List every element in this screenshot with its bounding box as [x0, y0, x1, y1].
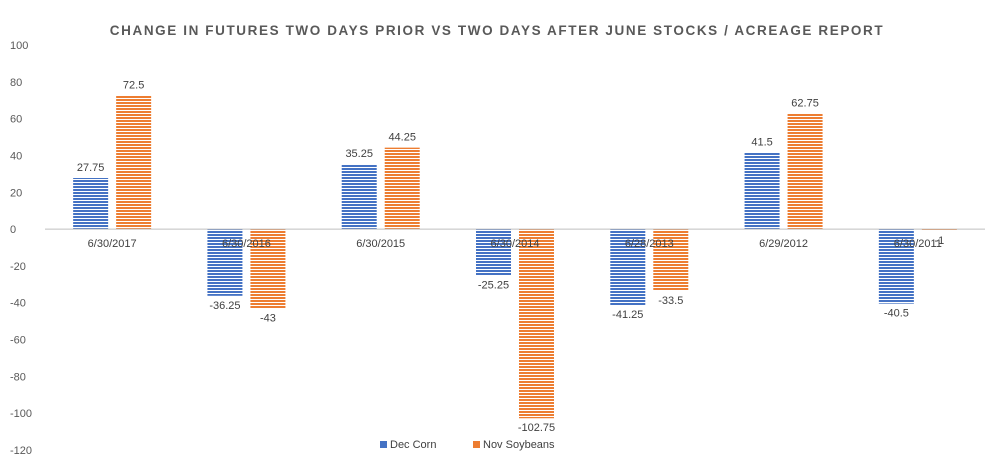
- y-axis: 100 80 60 40 20 0 -20 -40 -60 -80 -100 -120: [10, 40, 32, 457]
- corn-bar: [878, 229, 914, 304]
- corn-data-label: -41.25: [612, 309, 643, 321]
- chart-title: CHANGE IN FUTURES TWO DAYS PRIOR VS TWO …: [110, 23, 884, 38]
- y-tick-label: -60: [10, 335, 26, 347]
- soybean-bar: [384, 147, 420, 230]
- legend: Dec Corn Nov Soybeans: [380, 439, 555, 451]
- y-tick-label: -20: [10, 261, 26, 273]
- soybean-bar: [519, 229, 554, 419]
- soybean-data-label: 72.5: [123, 80, 144, 92]
- corn-data-label: 27.75: [77, 162, 105, 174]
- y-tick-label: -40: [10, 298, 26, 310]
- y-tick-label: 0: [10, 224, 16, 236]
- legend-label: Nov Soybeans: [483, 439, 555, 451]
- category-label: 6/30/2016: [222, 238, 271, 250]
- soybean-data-label: 44.25: [388, 132, 416, 144]
- legend-swatch: [473, 441, 480, 448]
- soybean-data-label: -102.75: [518, 422, 555, 434]
- corn-data-label: -40.5: [884, 308, 909, 320]
- corn-data-label: 41.5: [751, 137, 772, 149]
- data-labels: 27.75 -36.25 35.25 -25.25 -41.25 41.5 -40.5 72.…: [77, 80, 944, 435]
- soybean-data-label: -43: [260, 312, 276, 324]
- y-tick-label: -100: [10, 408, 32, 420]
- soybean-data-label: -1: [934, 235, 944, 247]
- category-label: 6/30/2015: [356, 238, 405, 250]
- soybean-bar: [787, 113, 823, 230]
- soybean-data-label: -33.5: [658, 295, 683, 307]
- corn-bar: [610, 229, 646, 306]
- category-label: 6/28/2013: [625, 238, 674, 250]
- corn-bar: [476, 229, 511, 276]
- corn-data-label: 35.25: [345, 148, 373, 160]
- category-label: 6/30/2017: [88, 238, 137, 250]
- soybean-data-label: 62.75: [791, 98, 819, 110]
- legend-swatch: [380, 441, 387, 448]
- y-tick-label: 60: [10, 114, 22, 126]
- y-tick-label: -80: [10, 371, 26, 383]
- category-label: 6/29/2012: [759, 238, 808, 250]
- corn-bar: [744, 152, 780, 230]
- y-tick-label: -120: [10, 445, 32, 457]
- category-labels: 6/30/2017 6/30/2016 6/30/2015 6/30/2014 6/28…: [88, 238, 942, 250]
- corn-data-label: -25.25: [478, 280, 509, 292]
- soybean-bar: [653, 229, 689, 291]
- category-label: 6/30/2014: [491, 238, 540, 250]
- legend-label: Dec Corn: [390, 439, 436, 451]
- soybean-bar: [921, 229, 957, 231]
- corn-bar: [73, 178, 109, 230]
- soybean-bar: [116, 95, 152, 230]
- soybean-bar: [250, 229, 286, 309]
- bars-layer: [73, 95, 957, 419]
- y-tick-label: 100: [10, 40, 28, 52]
- category-label: 6/30/2011: [894, 238, 942, 250]
- y-tick-label: 80: [10, 77, 22, 89]
- corn-bar: [341, 164, 377, 230]
- y-tick-label: 40: [10, 150, 22, 162]
- corn-data-label: -36.25: [209, 300, 240, 312]
- corn-bar: [207, 229, 243, 296]
- y-tick-label: 20: [10, 187, 22, 199]
